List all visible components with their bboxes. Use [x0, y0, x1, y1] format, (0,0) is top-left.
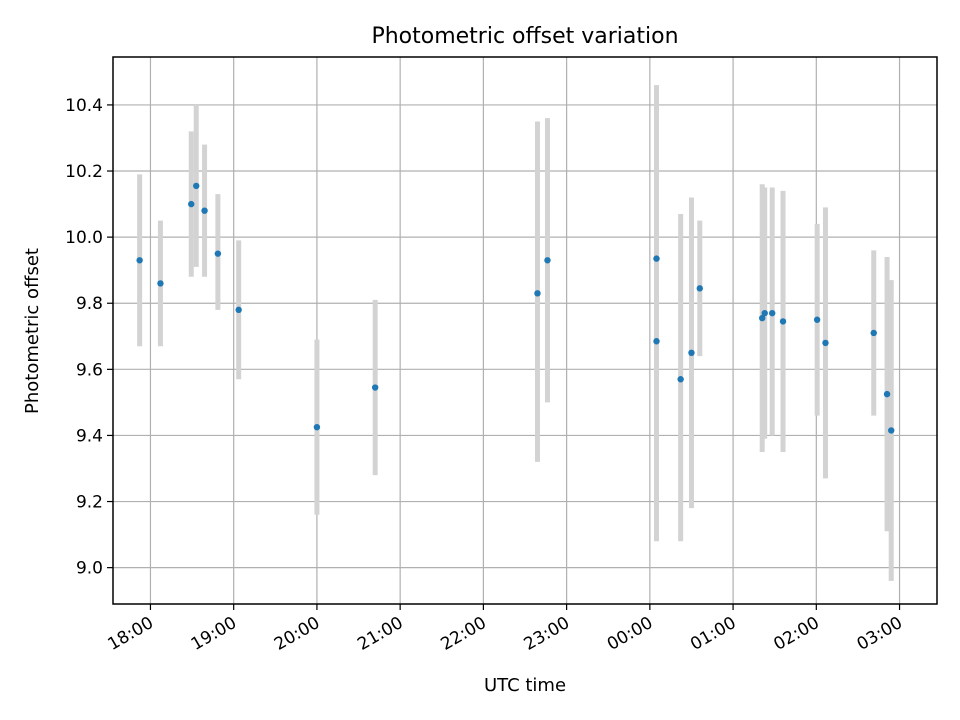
chart-title: Photometric offset variation: [371, 24, 678, 49]
y-axis-label: Photometric offset: [22, 248, 43, 414]
x-tick-label: 01:00: [687, 613, 739, 655]
data-point: [883, 390, 891, 398]
data-point: [193, 182, 200, 190]
data-point: [677, 376, 684, 383]
x-tick-label: 20:00: [271, 613, 323, 655]
data-point: [696, 285, 703, 292]
data-point: [136, 257, 143, 264]
data-point: [688, 349, 695, 357]
data-point: [201, 207, 208, 214]
data-point: [544, 257, 551, 264]
x-axis-label: UTC time: [484, 675, 566, 696]
data-point: [761, 309, 768, 317]
y-tick-label: 9.6: [76, 360, 103, 380]
x-tick-label: 00:00: [604, 613, 656, 655]
data-point: [888, 427, 895, 434]
y-tick-label: 10.4: [65, 96, 103, 116]
x-tick-label: 03:00: [854, 613, 906, 655]
data-point: [157, 280, 164, 287]
data-point: [214, 250, 222, 257]
data-point: [769, 309, 776, 317]
data-point: [235, 306, 242, 314]
y-tick-label: 10.0: [65, 228, 103, 248]
data-point: [822, 339, 829, 347]
plot-frame: [112, 56, 938, 605]
data-point: [313, 423, 321, 431]
x-tick-label: 21:00: [354, 613, 406, 655]
data-points: [136, 182, 895, 434]
data-point: [813, 316, 821, 323]
data-point: [371, 384, 379, 391]
x-tick-label: 02:00: [770, 613, 822, 655]
data-point: [188, 200, 195, 208]
x-tick-label: 22:00: [437, 613, 489, 655]
y-tick-label: 9.8: [76, 294, 103, 314]
x-tick-label: 18:00: [105, 613, 157, 655]
data-point: [534, 290, 541, 297]
data-point: [779, 318, 787, 325]
error-bars: [137, 85, 894, 581]
data-point: [759, 314, 766, 322]
data-point: [653, 338, 660, 345]
x-tick-label: 23:00: [521, 613, 573, 655]
grid-lines: [113, 57, 937, 604]
data-point: [870, 329, 877, 337]
y-tick-label: 9.4: [76, 426, 103, 446]
x-tick-label: 19:00: [188, 613, 240, 655]
y-tick-label: 9.0: [76, 559, 103, 579]
y-tick-label: 9.2: [76, 493, 103, 513]
data-point: [653, 255, 660, 262]
y-tick-label: 10.2: [65, 162, 103, 182]
